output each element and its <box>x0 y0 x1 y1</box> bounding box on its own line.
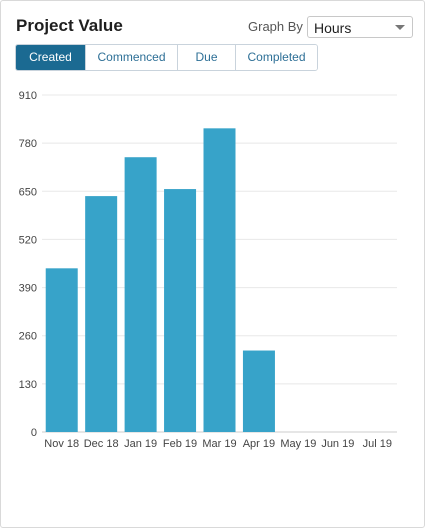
tab-completed[interactable]: Completed <box>235 45 317 70</box>
x-tick-label: Mar 19 <box>202 438 236 450</box>
graph-by-select[interactable]: Hours <box>307 16 413 38</box>
x-tick-label: Apr 19 <box>243 438 275 450</box>
x-tick-label: Dec 18 <box>84 438 119 450</box>
y-tick-label: 520 <box>19 234 37 246</box>
x-tick-label: Jun 19 <box>321 438 354 450</box>
bar-apr-19[interactable] <box>242 350 275 432</box>
date-type-tabs: Created Commenced Due Completed <box>15 44 318 71</box>
tab-due[interactable]: Due <box>177 45 235 70</box>
bar-mar-19[interactable] <box>203 128 236 433</box>
bar-jan-19[interactable] <box>124 157 157 432</box>
y-tick-label: 910 <box>19 90 37 102</box>
graph-by-label: Graph By <box>248 19 303 34</box>
y-tick-label: 130 <box>19 379 37 391</box>
tab-commenced[interactable]: Commenced <box>85 45 177 70</box>
graph-by-select-value: Hours <box>314 20 352 36</box>
y-tick-label: 260 <box>19 331 37 343</box>
x-tick-label: Jan 19 <box>124 438 157 450</box>
card-title: Project Value <box>16 16 123 35</box>
x-tick-label: May 19 <box>280 438 316 450</box>
y-tick-label: 0 <box>31 427 37 439</box>
bar-nov-18[interactable] <box>45 268 78 432</box>
bar-feb-19[interactable] <box>164 189 197 432</box>
y-tick-label: 650 <box>19 186 37 198</box>
bar-dec-18[interactable] <box>85 196 118 432</box>
x-tick-label: Nov 18 <box>44 438 79 450</box>
x-tick-label: Feb 19 <box>163 438 197 450</box>
y-tick-label: 390 <box>19 283 37 295</box>
x-tick-label: Jul 19 <box>363 438 392 450</box>
tab-created[interactable]: Created <box>16 45 85 70</box>
caret-down-icon <box>395 25 405 30</box>
y-tick-label: 780 <box>19 138 37 150</box>
